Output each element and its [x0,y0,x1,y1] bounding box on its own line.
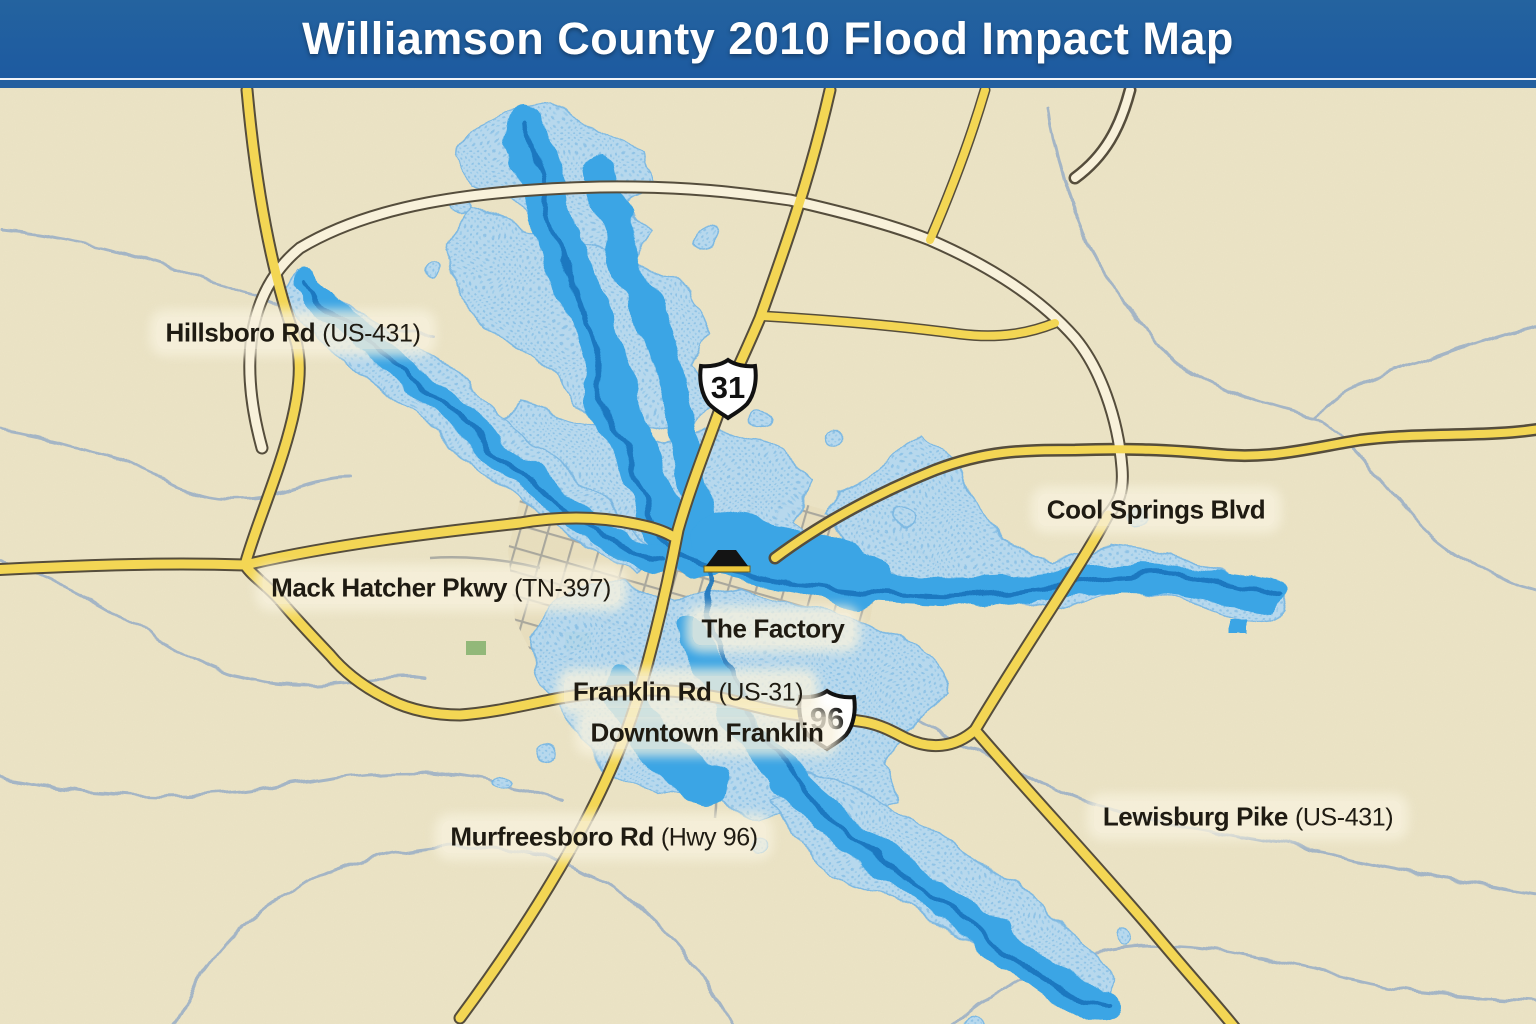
road-north-stub [926,88,989,244]
label-murfreesboro-rd: Murfreesboro Rd (Hwy 96) [441,820,767,854]
label-mack-hatcher-pkwy: Mack Hatcher Pkwy (TN-397) [262,571,620,605]
road-mack-hatcher-west [0,513,677,575]
label-hillsboro-rd-route: (US-431) [322,319,421,348]
label-lewisburg-route: (US-431) [1294,803,1394,832]
label-cool-springs-blvd: Cool Springs Blvd [1037,493,1275,527]
road-us31-franklin-rd [455,88,835,1023]
road-fills [0,88,1536,1024]
header-accent-strip [0,80,1536,88]
label-the-factory: The Factory [692,612,854,646]
label-hillsboro-rd-name: Hillsboro Rd [165,317,316,348]
label-downtown-franklin-name: Downtown Franklin [590,717,824,748]
road-lewisburg-pike [970,725,1238,1024]
us31-shield: 31 [698,357,758,421]
header-divider-line [0,78,1536,80]
map-canvas: 31 96 [0,88,1536,1024]
map-title-bar: Williamson County 2010 Flood Impact Map [0,0,1536,78]
label-hillsboro-rd: Hillsboro Rd (US-431) [156,316,430,350]
label-lewisburg-name: Lewisburg Pike [1102,801,1289,832]
label-mack-hatcher-name: Mack Hatcher Pkwy [271,572,508,603]
label-cool-springs-name: Cool Springs Blvd [1046,494,1266,525]
label-downtown-franklin: Downtown Franklin [581,716,833,750]
label-franklin-rd-name: Franklin Rd [572,676,712,707]
us31-shield-number: 31 [711,370,745,405]
label-murfreesboro-name: Murfreesboro Rd [450,821,654,852]
label-mack-hatcher-route: (TN-397) [514,574,611,603]
label-franklin-rd-route: (US-31) [718,678,804,707]
label-franklin-rd: Franklin Rd (US-31) [563,675,813,709]
label-lewisburg-pike: Lewisburg Pike (US-431) [1093,800,1403,834]
page-title: Williamson County 2010 Flood Impact Map [302,13,1234,64]
factory-building-icon [703,550,751,573]
label-murfreesboro-route: (Hwy 96) [660,823,758,852]
road-cool-springs [771,425,1536,562]
road-liberty-stub [758,312,1059,340]
road-mack-hatcher-loop-cream [245,182,1127,520]
road-northeast-cream [1071,88,1134,182]
label-the-factory-name: The Factory [701,613,845,644]
road-loop-east [970,510,1113,735]
